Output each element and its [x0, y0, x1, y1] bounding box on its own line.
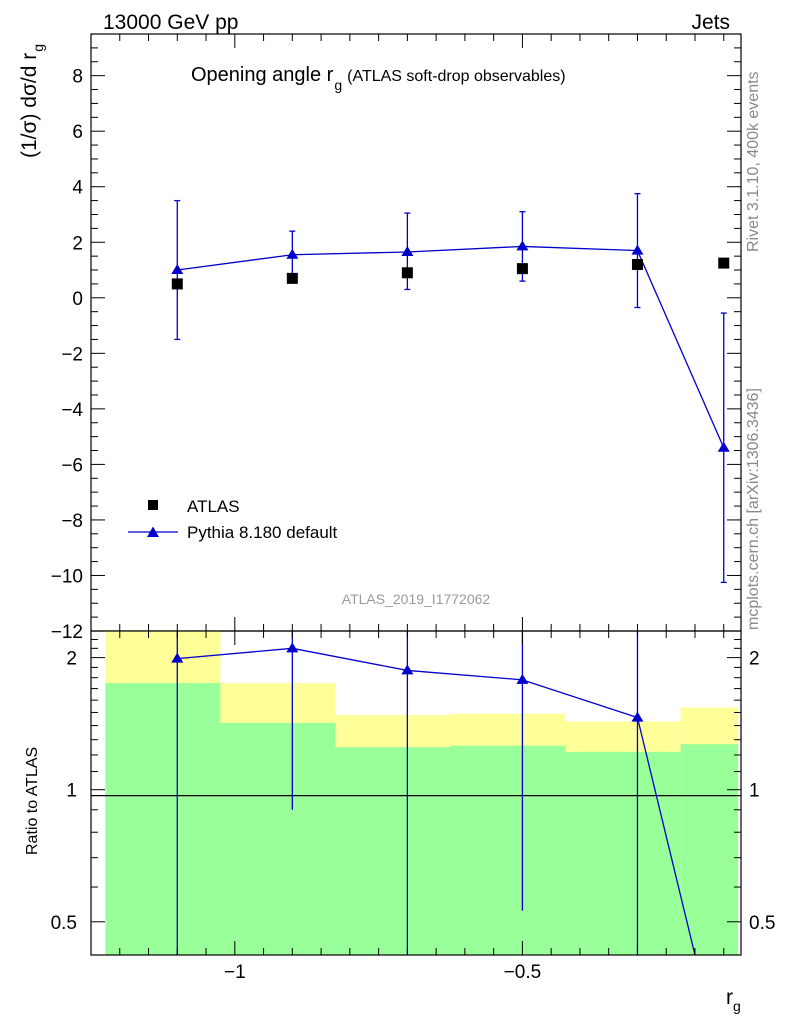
ratio-ytick-label-right: 1: [749, 781, 760, 802]
ratio-yticks: 2 2 1 1 0.5 0.5: [51, 638, 775, 934]
header-right: Jets: [691, 11, 730, 34]
ratio-ytick-label: 2: [66, 649, 77, 670]
pythia-point: [631, 244, 644, 255]
ratio-ytick-label: 1: [66, 781, 77, 802]
pythia-point: [717, 441, 730, 452]
ratio-pythia-line: [177, 647, 696, 956]
ratio-band-inner: [450, 745, 566, 955]
main-ytick-label: −4: [61, 400, 83, 421]
main-ytick-label: 2: [72, 233, 83, 254]
main-plot-area: [171, 193, 730, 584]
main-ylabel-subscript: g: [30, 44, 46, 52]
ratio-ylabel: Ratio to ATLAS: [24, 747, 41, 855]
ratio-ytick-label-right: 0.5: [749, 913, 775, 934]
main-ytick-label: −12: [51, 622, 83, 643]
main-ylabel-text: (1/σ) dσ/d r: [18, 53, 41, 158]
ratio-xlabel: rg: [726, 986, 741, 1014]
ratio-pythia-point: [286, 642, 299, 653]
atlas-point: [171, 278, 183, 290]
main-ytick-label: 6: [72, 122, 83, 143]
main-ytick-label: 8: [72, 67, 83, 88]
atlas-point: [631, 258, 643, 270]
ratio-xlabel-subscript: g: [733, 998, 741, 1014]
main-ytick-label: −8: [61, 511, 83, 532]
atlas-point: [516, 263, 528, 275]
pythia-point: [516, 240, 529, 251]
ratio-xtick-label: −0.5: [504, 962, 542, 983]
main-title-subscript: g: [334, 77, 342, 93]
main-title-extra: (ATLAS soft-drop observables): [347, 68, 565, 85]
ratio-xlabel-text: r: [726, 986, 733, 1009]
rivet-label: Rivet 3.1.10, 400k events: [745, 71, 762, 252]
ratio-ytick-label: 0.5: [51, 913, 77, 934]
main-title: Opening angle rg (ATLAS soft-drop observa…: [191, 64, 566, 93]
pythia-point: [171, 264, 184, 275]
ratio-band-inner: [565, 751, 681, 955]
legend-marker-atlas: [148, 500, 158, 510]
ratio-band-inner: [220, 722, 336, 955]
pythia-line: [177, 245, 725, 448]
atlas-point: [286, 272, 298, 284]
analysis-id: ATLAS_2019_I1772062: [342, 591, 491, 607]
mcplots-label: mcplots.cern.ch [arXiv:1306.3436]: [745, 388, 762, 630]
legend-label-atlas: ATLAS: [187, 497, 240, 516]
main-yticks: 8 6 4 2 0 −2 −4 −6 −8 −10 −12: [51, 33, 741, 643]
ratio-ytick-label-right: 2: [749, 649, 760, 670]
main-ytick-label: 4: [72, 178, 83, 199]
pythia-point: [286, 248, 299, 259]
legend: ATLAS Pythia 8.180 default: [128, 497, 338, 542]
main-xticks: [90, 34, 725, 631]
ratio-pythia-point: [631, 711, 644, 722]
ratio-pythia-point: [171, 652, 184, 663]
ratio-bands: [105, 631, 739, 955]
atlas-point: [401, 267, 413, 279]
main-title-text: Opening angle r: [191, 64, 334, 86]
ratio-band-inner: [680, 744, 739, 955]
atlas-point: [718, 257, 730, 269]
ratio-frame: [90, 630, 742, 956]
main-ytick-label: −10: [51, 566, 83, 587]
legend-marker-pythia: [147, 526, 159, 537]
ratio-panel: 2 2 1 1 0.5 0.5 −1 −0.5 Ratio to ATLAS rg: [24, 630, 775, 1014]
header-left: 13000 GeV pp: [103, 11, 238, 34]
ratio-band-inner: [105, 683, 221, 955]
main-ytick-label: −2: [61, 344, 83, 365]
ratio-xtick-label: −1: [224, 962, 246, 983]
main-ylabel: (1/σ) dσ/d rg: [18, 44, 46, 158]
ratio-pythia-point: [401, 664, 414, 675]
legend-label-pythia: Pythia 8.180 default: [187, 523, 338, 542]
main-ytick-label: −6: [61, 455, 83, 476]
ratio-band-inner: [335, 747, 451, 955]
ratio-xticks: −1 −0.5: [90, 631, 725, 983]
ratio-pythia-point: [516, 673, 529, 684]
ratio-plot-area: [171, 631, 696, 956]
pythia-point: [401, 245, 414, 256]
main-ytick-label: 0: [72, 289, 83, 310]
